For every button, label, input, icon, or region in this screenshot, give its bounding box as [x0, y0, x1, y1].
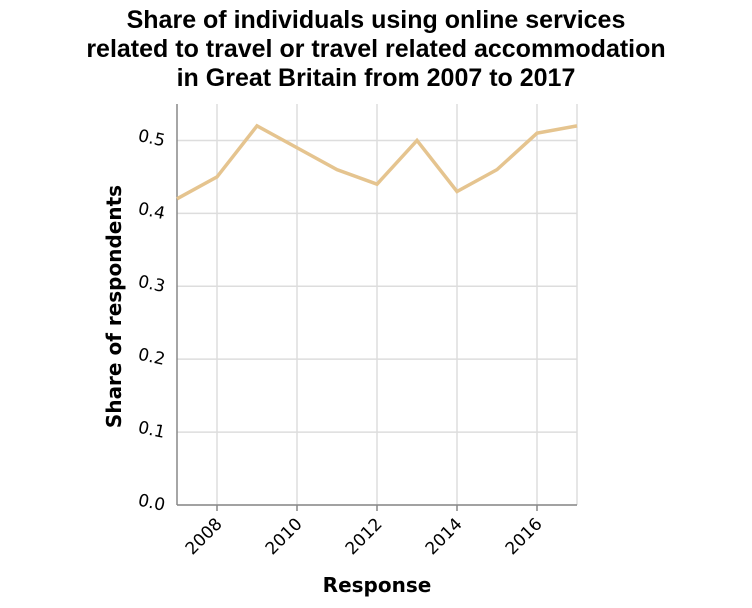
x-tick-label: 2016: [502, 514, 547, 559]
chart-title-line-1: Share of individuals using online servic…: [126, 6, 626, 34]
x-tick-label: 2014: [422, 514, 467, 559]
y-axis-title: Share of respondents: [102, 185, 126, 428]
tick-labels: 0.0 0.1 0.2 0.3 0.4 0.5 2008 2010 2012 2014 2016: [136, 126, 546, 559]
x-axis-title: Response: [323, 573, 432, 597]
grid: [177, 104, 578, 506]
chart-title-line-3: in Great Britain from 2007 to 2017: [176, 64, 576, 92]
chart-title-line-2: related to travel or travel related acco…: [86, 35, 666, 63]
y-tick-label: 0.4: [136, 199, 167, 224]
series-layer: [176, 123, 578, 201]
x-tick-label: 2012: [342, 514, 387, 559]
x-tick-label: 2010: [262, 514, 307, 559]
y-tick-label: 0.3: [136, 272, 167, 297]
y-tick-label: 0.5: [136, 126, 167, 151]
y-tick-label: 0.0: [136, 491, 167, 516]
x-tick-label: 2008: [182, 514, 227, 559]
axes: [176, 104, 577, 511]
y-tick-label: 0.1: [136, 418, 167, 443]
y-tick-label: 0.2: [136, 345, 167, 370]
series-line: [176, 123, 578, 201]
chart-title: Share of individuals using online servic…: [0, 6, 752, 93]
